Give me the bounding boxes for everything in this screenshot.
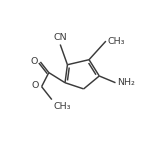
Text: CN: CN <box>53 33 67 42</box>
Text: NH₂: NH₂ <box>117 78 135 87</box>
Text: O: O <box>31 81 39 90</box>
Text: O: O <box>30 57 38 66</box>
Text: CH₃: CH₃ <box>53 102 71 111</box>
Text: CH₃: CH₃ <box>108 37 125 46</box>
